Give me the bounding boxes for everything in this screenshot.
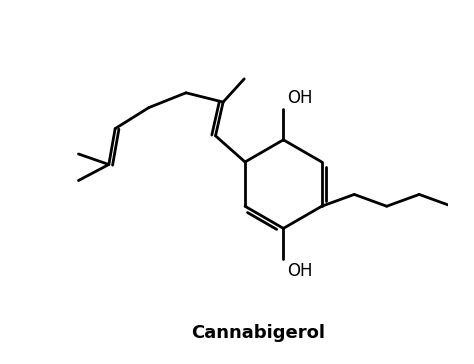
Text: Cannabigerol: Cannabigerol xyxy=(191,324,325,342)
Text: OH: OH xyxy=(287,262,312,280)
Text: OH: OH xyxy=(287,89,312,107)
